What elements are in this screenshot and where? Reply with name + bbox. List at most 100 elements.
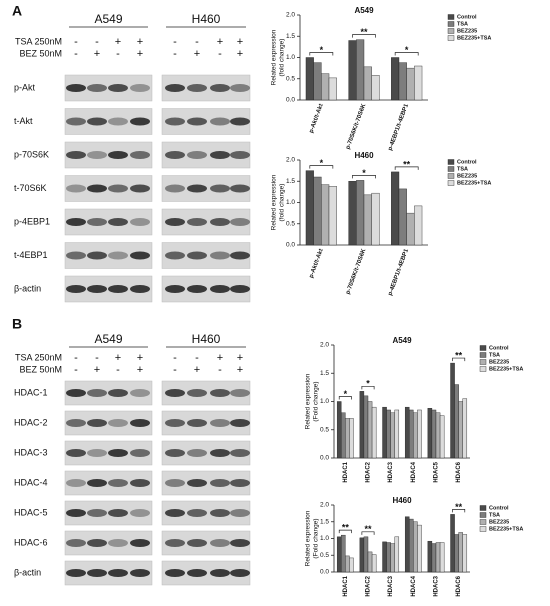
legend-label: BEZ235 — [489, 359, 509, 365]
row-label: HDAC-3 — [14, 447, 48, 457]
significance-label: ** — [342, 523, 350, 533]
legend-swatch — [447, 28, 455, 34]
row-label: p-4EBP1 — [14, 216, 50, 226]
legend-swatch — [479, 526, 487, 532]
band — [87, 569, 107, 577]
band — [187, 184, 207, 193]
band — [165, 569, 185, 577]
treatment-sign: - — [218, 48, 222, 60]
treatment-sign: + — [137, 48, 143, 60]
treatment-sign: + — [137, 352, 143, 364]
legend-swatch — [447, 35, 455, 41]
band — [165, 251, 185, 260]
band — [230, 117, 250, 126]
row-label: HDAC-4 — [14, 477, 48, 487]
row-label: p-Akt — [14, 82, 36, 92]
band — [130, 251, 150, 260]
bar — [450, 362, 455, 459]
y-tick-label: 0.0 — [320, 569, 329, 576]
significance-label: * — [320, 158, 324, 168]
bar — [435, 412, 441, 459]
x-tick-label: HDAC2 — [366, 575, 372, 596]
y-tick-label: 2.0 — [286, 12, 295, 19]
bar — [345, 555, 350, 573]
bar — [390, 543, 395, 573]
row-label: HDAC-2 — [14, 417, 48, 427]
significance-label: * — [405, 45, 409, 55]
x-tick-label: HDAC1 — [343, 575, 349, 596]
y-tick-label: 1.5 — [320, 370, 329, 377]
band — [210, 449, 230, 457]
band — [165, 84, 185, 92]
bar — [404, 406, 410, 459]
bar — [359, 391, 365, 459]
treatment-label: BEZ 50nM — [19, 48, 62, 58]
band — [230, 449, 250, 457]
treatment-sign: - — [173, 36, 177, 48]
bar — [398, 188, 407, 246]
legend-label: Control — [489, 345, 509, 351]
bar — [394, 409, 400, 459]
bar — [341, 534, 346, 573]
panel-label: B — [12, 316, 22, 332]
band — [87, 479, 107, 487]
y-tick-label: 1.0 — [286, 54, 295, 61]
band — [165, 184, 185, 193]
bar — [356, 180, 365, 246]
band — [130, 539, 150, 547]
x-tick-label: HDAC3 — [388, 575, 394, 596]
y-tick-label: 1.0 — [320, 535, 329, 542]
band — [66, 218, 86, 226]
band — [187, 509, 207, 517]
band — [66, 449, 86, 457]
x-tick-label: HDAC2 — [366, 461, 372, 482]
y-tick-label: 1.0 — [286, 199, 295, 206]
treatment-sign: - — [173, 352, 177, 364]
treatment-sign: - — [195, 352, 199, 364]
band — [210, 389, 230, 397]
treatment-label: TSA 250nM — [15, 352, 62, 362]
treatment-sign: + — [237, 364, 243, 376]
treatment-sign: + — [217, 36, 223, 48]
band — [165, 449, 185, 457]
x-tick-label: p-Akt/t-Akt — [309, 103, 325, 134]
bar — [413, 412, 418, 459]
treatment-sign: - — [173, 364, 177, 376]
band — [108, 419, 128, 427]
significance-label: ** — [364, 524, 372, 534]
band — [187, 218, 207, 226]
bar — [345, 418, 350, 459]
bar — [458, 401, 463, 459]
band — [230, 539, 250, 547]
band — [108, 509, 128, 517]
band — [66, 251, 86, 260]
y-tick-label: 2.0 — [286, 157, 295, 164]
bar — [305, 170, 314, 246]
significance-bracket — [352, 34, 376, 38]
y-tick-label: 1.5 — [286, 33, 295, 40]
bar — [413, 521, 418, 573]
band — [187, 285, 207, 293]
x-tick-label: p-70S6K/t-70S6K — [345, 248, 367, 296]
band — [108, 151, 128, 159]
bar — [427, 540, 433, 573]
significance-label: ** — [403, 159, 411, 169]
legend-label: TSA — [457, 21, 468, 27]
legend-swatch — [447, 180, 455, 186]
legend-label: TSA — [489, 512, 500, 518]
significance-label: * — [320, 45, 324, 55]
significance-bracket — [309, 52, 334, 56]
legend-swatch — [479, 359, 487, 365]
bar — [363, 395, 369, 459]
band — [187, 389, 207, 397]
treatment-label: TSA 250nM — [15, 36, 62, 46]
band — [87, 389, 107, 397]
bar — [305, 57, 314, 101]
y-axis-label: (fold change) — [279, 39, 286, 77]
band — [87, 285, 107, 293]
treatment-sign: - — [218, 364, 222, 376]
treatment-sign: + — [137, 36, 143, 48]
y-axis-label: (Fold change) — [313, 518, 320, 558]
band — [187, 539, 207, 547]
band — [165, 218, 185, 226]
